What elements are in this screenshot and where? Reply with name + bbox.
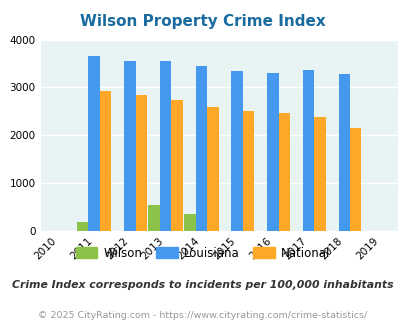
Bar	[207, 107, 218, 231]
Bar	[313, 117, 325, 231]
Bar	[195, 66, 207, 231]
Bar	[349, 128, 360, 231]
Bar	[124, 61, 135, 231]
Bar	[77, 222, 88, 231]
Text: Crime Index corresponds to incidents per 100,000 inhabitants: Crime Index corresponds to incidents per…	[12, 280, 393, 290]
Legend: Wilson, Louisiana, National: Wilson, Louisiana, National	[71, 242, 334, 264]
Bar	[171, 100, 182, 231]
Bar	[160, 61, 171, 231]
Text: © 2025 CityRating.com - https://www.cityrating.com/crime-statistics/: © 2025 CityRating.com - https://www.city…	[38, 311, 367, 320]
Bar	[231, 71, 242, 231]
Bar	[184, 214, 195, 231]
Bar	[302, 70, 313, 231]
Bar	[338, 74, 349, 231]
Bar	[100, 91, 111, 231]
Bar	[266, 73, 278, 231]
Bar	[135, 95, 147, 231]
Bar	[88, 56, 100, 231]
Bar	[242, 112, 254, 231]
Text: Wilson Property Crime Index: Wilson Property Crime Index	[80, 14, 325, 29]
Bar	[148, 205, 160, 231]
Bar	[278, 113, 289, 231]
